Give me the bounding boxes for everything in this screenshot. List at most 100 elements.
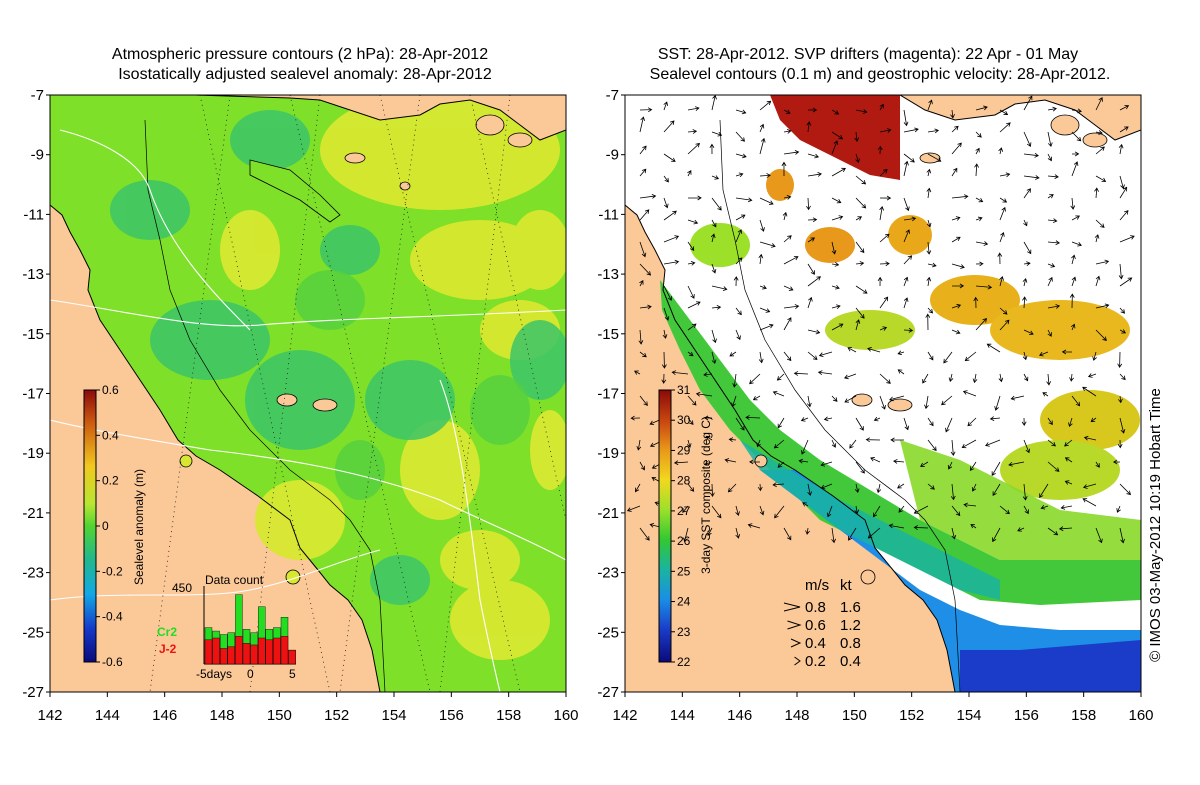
lon-tick-label: 144 xyxy=(95,707,120,724)
velocity-arrow xyxy=(759,323,774,331)
lon-tick-label: 142 xyxy=(612,707,637,724)
velocity-arrow xyxy=(777,461,785,468)
right-lon-labels: 142 144 146 148 150 152 154 156 158 160 xyxy=(612,692,1154,724)
velocity-arrow xyxy=(758,253,764,265)
velocity-arrow xyxy=(1071,151,1080,157)
velocity-arrow xyxy=(1095,259,1110,265)
velocity-arrow xyxy=(1042,392,1049,397)
velocity-arrow xyxy=(729,351,737,357)
velocity-arrow xyxy=(1119,104,1130,111)
velocity-arrow xyxy=(807,153,820,159)
velocity-arrow xyxy=(1119,277,1133,287)
velocity-arrow xyxy=(975,147,980,155)
velocity-arrow xyxy=(1047,461,1060,472)
velocity-arrow xyxy=(735,109,747,115)
velocity-arrow xyxy=(663,307,670,321)
histogram-bar-j2 xyxy=(273,637,281,665)
velocity-arrow xyxy=(831,140,839,155)
velocity-arrow xyxy=(639,107,653,113)
velocity-arrow xyxy=(855,417,864,431)
velocity-arrow xyxy=(925,313,931,331)
velocity-arrow xyxy=(1070,197,1076,210)
histogram-bar-j2 xyxy=(258,637,266,665)
left-colorbar: 0.6 0.4 0.2 0 -0.2 -0.4 -0.6 Sealevel anomaly … xyxy=(83,383,146,669)
velocity-arrow xyxy=(759,241,776,248)
velocity-arrow xyxy=(1071,241,1082,247)
velocity-arrow xyxy=(703,415,713,421)
lat-tick-label: -25 xyxy=(597,624,619,641)
velocity-arrow xyxy=(639,351,647,358)
velocity-arrow xyxy=(854,131,860,142)
velocity-arrow xyxy=(927,439,937,452)
lat-tick-label: -27 xyxy=(597,684,619,701)
velocity-arrow xyxy=(927,262,937,268)
velocity-arrow xyxy=(989,416,1001,422)
velocity-arrow xyxy=(1071,161,1079,177)
lat-tick-label: -27 xyxy=(22,684,44,701)
velocity-arrow xyxy=(913,505,929,514)
velocity-arrow xyxy=(805,527,810,535)
velocity-arrow xyxy=(903,276,909,287)
velocity-arrow xyxy=(817,370,833,376)
colorbar-tick-label: 30 xyxy=(677,413,691,427)
velocity-arrow xyxy=(903,153,915,163)
velocity-arrow xyxy=(831,395,838,402)
velocity-arrow xyxy=(759,197,774,205)
velocity-arrow xyxy=(961,439,977,449)
velocity-arrow xyxy=(639,168,647,177)
colorbar-tick-label: 24 xyxy=(677,595,691,609)
velocity-arrow xyxy=(1047,304,1061,309)
velocity-arrow xyxy=(1022,278,1028,287)
velocity-arrow xyxy=(732,373,738,388)
velocity-arrow xyxy=(687,395,697,406)
velocity-arrow xyxy=(1071,131,1082,142)
velocity-arrow xyxy=(772,482,785,488)
velocity-arrow xyxy=(733,276,739,287)
velocity-arrow xyxy=(1095,175,1107,182)
colorbar-tick-label: -0.6 xyxy=(102,655,123,669)
velocity-arrow xyxy=(758,351,764,364)
right-reef-contour xyxy=(719,119,961,692)
lat-tick-label: -13 xyxy=(597,266,619,283)
velocity-arrow xyxy=(903,229,910,243)
legend-j2: J-2 xyxy=(159,642,177,656)
velocity-arrow xyxy=(634,370,641,375)
velocity-arrow xyxy=(867,527,881,539)
velocity-arrow xyxy=(1082,498,1097,507)
velocity-arrow xyxy=(807,237,816,243)
velocity-arrow xyxy=(975,197,984,203)
lon-tick-label: 148 xyxy=(209,707,234,724)
velocity-arrow xyxy=(831,131,844,140)
velocity-arrow xyxy=(759,173,771,178)
velocity-arrow xyxy=(1118,143,1124,155)
velocity-arrow xyxy=(951,329,961,335)
lon-tick-label: 144 xyxy=(670,707,695,724)
velocity-arrow xyxy=(709,483,715,497)
velocity-arrow xyxy=(994,395,1001,411)
velocity-arrow xyxy=(831,215,844,221)
lon-tick-label: 152 xyxy=(324,707,349,724)
histogram-inset: Data count 450 Cr2 J-2 -5days 0 5 xyxy=(157,573,296,681)
right-lat-labels: -7 -9 -11 -13 -15 -17 -19 -21 -23 -25 -27 xyxy=(597,87,625,701)
colorbar-tick-label: 0 xyxy=(102,519,109,533)
velocity-arrow xyxy=(807,107,818,113)
velocity-arrow xyxy=(964,351,977,362)
velocity-arrow xyxy=(630,415,641,421)
velocity-arrow xyxy=(663,285,672,301)
velocity-arrow xyxy=(999,307,1008,315)
velocity-arrow xyxy=(1119,210,1129,221)
colorbar-tick-label: 31 xyxy=(677,383,691,397)
velocity-arrow xyxy=(783,235,792,243)
velocity-arrow xyxy=(705,435,713,441)
velocity-arrow xyxy=(749,373,761,385)
velocity-arrow xyxy=(798,458,809,464)
velocity-arrow xyxy=(735,257,743,265)
velocity-arrow xyxy=(1047,527,1059,536)
velocity-arrow xyxy=(1047,153,1053,162)
velocity-arrow xyxy=(772,390,785,397)
velocity-arrow xyxy=(1095,97,1103,111)
velocity-arrow xyxy=(948,373,954,383)
velocity-arrow xyxy=(1023,175,1040,180)
lat-tick-label: -17 xyxy=(597,386,619,403)
velocity-arrow xyxy=(759,137,766,155)
